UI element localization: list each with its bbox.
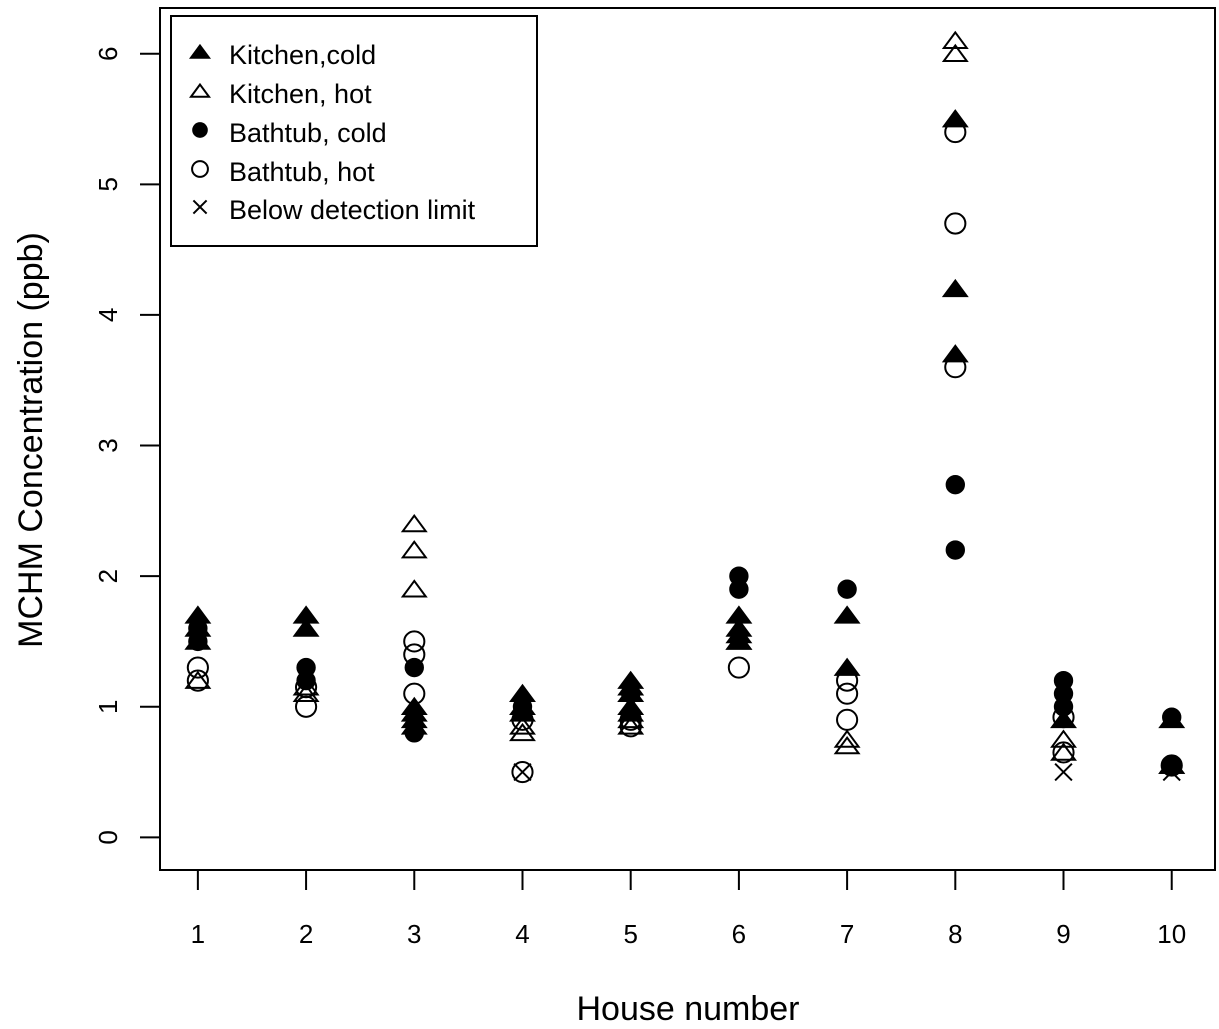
point-kitchen-hot	[1050, 729, 1077, 748]
legend-marker-below-detection-limit	[192, 199, 208, 215]
legend-marker-kitchen-cold	[188, 43, 212, 59]
point-kitchen-hot	[617, 709, 645, 729]
x-tick-label: 10	[1157, 919, 1186, 949]
point-kitchen-cold	[833, 657, 861, 676]
y-tick-label: 0	[93, 830, 123, 844]
point-kitchen-hot	[184, 670, 212, 689]
point-bathtub-cold	[945, 540, 965, 560]
x-tick-label: 6	[732, 919, 746, 949]
y-axis: 0 1 2 3 4 5 6	[93, 46, 161, 845]
y-tick-label: 3	[93, 438, 123, 452]
x-tick-label: 5	[623, 919, 637, 949]
point-bathtub-hot	[944, 212, 967, 235]
point-bathtub-cold	[729, 579, 749, 599]
y-tick-label: 1	[93, 700, 123, 714]
point-kitchen-hot	[725, 631, 753, 650]
point-bathtub-cold	[404, 723, 424, 743]
point-bathtub-hot	[944, 120, 967, 144]
x-axis-label: House number	[576, 990, 799, 1028]
data-points	[184, 30, 1186, 784]
point-bathtub-hot	[511, 708, 534, 731]
point-kitchen-cold	[941, 109, 969, 128]
point-bathtub-hot	[403, 643, 426, 666]
x-tick-label: 8	[948, 919, 962, 949]
y-tick-label: 2	[93, 569, 123, 583]
x-tick-label: 4	[515, 919, 529, 949]
y-axis-label: MCHM Concentration (ppb)	[12, 232, 50, 648]
legend-label-kitchen-cold: Kitchen,cold	[229, 40, 376, 70]
x-tick-label: 1	[191, 919, 205, 949]
point-bathtub-cold	[188, 631, 208, 652]
point-kitchen-hot	[400, 579, 428, 598]
y-tick-label: 6	[93, 46, 123, 60]
point-bathtub-hot	[836, 682, 859, 705]
point-kitchen-hot	[509, 716, 536, 735]
point-kitchen-hot	[400, 540, 428, 559]
y-tick-label: 5	[93, 177, 123, 191]
point-kitchen-hot	[292, 683, 320, 702]
point-bathtub-cold	[837, 579, 857, 599]
point-bathtub-hot	[619, 708, 642, 731]
legend-label-kitchen-hot: Kitchen, hot	[229, 79, 372, 109]
point-bathtub-cold	[945, 475, 965, 495]
point-bathtub-cold	[1162, 755, 1182, 776]
point-bathtub-hot	[403, 630, 426, 653]
x-axis: 1 2 3 4 5 6 7 8 9 10	[191, 869, 1186, 949]
legend-marker-bathtub-cold	[192, 122, 208, 138]
point-below-detection-limit	[1162, 762, 1181, 782]
point-below-detection-limit	[1054, 762, 1073, 782]
point-kitchen-hot	[833, 735, 861, 755]
point-kitchen-cold	[833, 605, 861, 624]
point-bathtub-hot	[836, 669, 859, 692]
x-tick-label: 9	[1056, 919, 1070, 949]
point-bathtub-hot	[511, 760, 534, 784]
point-kitchen-hot	[941, 30, 969, 49]
x-tick-label: 2	[299, 919, 313, 949]
point-bathtub-hot	[727, 656, 750, 679]
point-bathtub-hot	[944, 356, 967, 379]
legend-markers	[188, 43, 212, 215]
point-kitchen-hot	[509, 722, 536, 742]
point-bathtub-hot	[403, 682, 426, 705]
point-below-detection-limit	[513, 762, 532, 782]
legend-marker-bathtub-hot	[191, 160, 209, 178]
point-bathtub-hot	[1052, 706, 1075, 729]
legend-box	[170, 15, 538, 247]
legend-label-bathtub-cold: Bathtub, cold	[229, 118, 387, 148]
point-kitchen-hot	[617, 716, 645, 735]
point-kitchen-cold	[941, 278, 969, 298]
point-bathtub-hot	[186, 669, 209, 692]
y-tick-label: 4	[93, 308, 123, 322]
legend-marker-kitchen-hot	[188, 82, 212, 98]
point-bathtub-hot	[619, 715, 642, 738]
point-bathtub-hot	[294, 695, 318, 718]
point-kitchen-cold	[941, 344, 969, 363]
point-bathtub-hot	[1160, 754, 1183, 777]
point-bathtub-cold	[621, 684, 641, 704]
point-kitchen-hot	[833, 729, 861, 748]
x-tick-label: 7	[840, 919, 854, 949]
point-bathtub-hot	[186, 656, 209, 679]
point-bathtub-cold	[296, 670, 316, 691]
x-tick-label: 3	[407, 919, 421, 949]
point-bathtub-cold	[1162, 707, 1182, 727]
legend-label-bathtub-hot: Bathtub, hot	[229, 157, 375, 187]
point-kitchen-hot	[400, 513, 428, 533]
point-kitchen-cold	[292, 618, 320, 637]
point-bathtub-hot	[1052, 741, 1075, 764]
point-bathtub-hot	[836, 708, 859, 731]
point-kitchen-hot	[1050, 742, 1077, 761]
legend: Kitchen,cold Kitchen, hot Bathtub, cold …	[170, 15, 538, 247]
legend-label-below-detection: Below detection limit	[229, 195, 476, 225]
point-kitchen-hot	[941, 43, 969, 63]
